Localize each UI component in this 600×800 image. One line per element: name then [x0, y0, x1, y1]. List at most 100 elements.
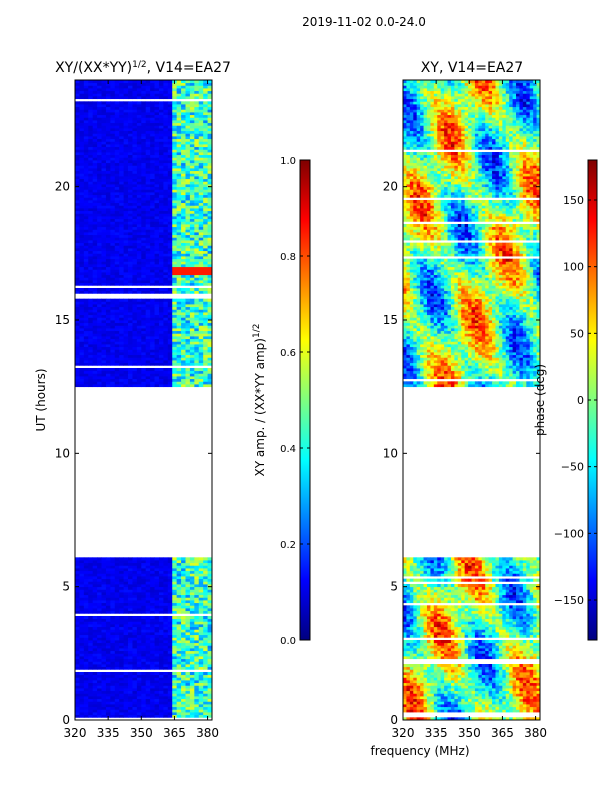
heatmap-cell [145, 573, 151, 577]
heatmap-cell [185, 229, 191, 233]
heatmap-cell [198, 640, 204, 644]
heatmap-cell [88, 330, 94, 334]
heatmap-cell [176, 264, 182, 268]
heatmap-cell [141, 376, 147, 380]
heatmap-cell [185, 381, 191, 385]
heatmap-cell [167, 370, 173, 374]
heatmap-cell [145, 226, 151, 230]
heatmap-cell [114, 557, 120, 561]
heatmap-cell [75, 592, 80, 596]
heatmap-cell [198, 306, 204, 310]
heatmap-cell [189, 696, 195, 700]
heatmap-cell [181, 634, 186, 638]
heatmap-cell [207, 714, 213, 718]
heatmap-cell [79, 130, 85, 134]
heatmap-cell [110, 101, 116, 105]
heatmap-cell [101, 610, 107, 614]
heatmap-cell [145, 109, 151, 113]
heatmap-cell [119, 109, 125, 113]
heatmap-cell [110, 573, 116, 577]
heatmap-cell [150, 197, 155, 201]
heatmap-cell [154, 186, 160, 190]
heatmap-cell [207, 208, 213, 212]
heatmap-cell [92, 658, 98, 662]
heatmap-cell [88, 138, 94, 142]
heatmap-cell [141, 701, 147, 705]
heatmap-cell [158, 570, 164, 574]
heatmap-cell [83, 592, 89, 596]
heatmap-cell [167, 248, 173, 252]
heatmap-cell [128, 378, 133, 382]
heatmap-cell [189, 354, 195, 358]
heatmap-cell [97, 138, 102, 142]
heatmap-cell [207, 173, 213, 177]
heatmap-cell [119, 194, 125, 198]
heatmap-cell [136, 216, 142, 220]
heatmap-cell [88, 672, 94, 676]
heatmap-cell [132, 122, 138, 126]
heatmap-cell [158, 328, 164, 332]
heatmap-cell [88, 256, 94, 260]
heatmap-cell [110, 333, 116, 337]
heatmap-cell [101, 189, 107, 193]
heatmap-cell [150, 130, 155, 134]
heatmap-cell [181, 138, 186, 142]
heatmap-cell [154, 218, 160, 222]
heatmap-cell [92, 346, 98, 350]
heatmap-cell [163, 306, 169, 310]
heatmap-cell [83, 594, 89, 598]
heatmap-cell [128, 130, 133, 134]
heatmap-cell [119, 354, 125, 358]
heatmap-cell [92, 381, 98, 385]
heatmap-cell [194, 157, 200, 161]
heatmap-cell [172, 136, 178, 140]
heatmap-cell [176, 136, 182, 140]
heatmap-cell [92, 370, 98, 374]
heatmap-cell [97, 192, 102, 196]
heatmap-cell [167, 213, 173, 217]
heatmap-cell [97, 141, 102, 145]
heatmap-cell [158, 120, 164, 124]
heatmap-cell [110, 642, 116, 646]
heatmap-cell [158, 264, 164, 268]
heatmap-cell [176, 192, 182, 196]
heatmap-cell [163, 714, 169, 718]
heatmap-cell [119, 282, 125, 286]
heatmap-cell [145, 600, 151, 604]
heatmap-cell [123, 368, 129, 372]
heatmap-cell [167, 672, 173, 676]
heatmap-cell [145, 248, 151, 252]
heatmap-cell [194, 205, 200, 209]
heatmap-cell [83, 290, 89, 294]
heatmap-cell [92, 138, 98, 142]
heatmap-cell [154, 653, 160, 657]
heatmap-cell [105, 706, 111, 710]
heatmap-cell [79, 109, 85, 113]
heatmap-cell [123, 104, 129, 108]
heatmap-cell [163, 144, 169, 148]
heatmap-cell [101, 384, 107, 388]
heatmap-cell [75, 642, 80, 646]
heatmap-cell [150, 173, 155, 177]
heatmap-cell [194, 317, 200, 321]
heatmap-cell [114, 656, 120, 660]
heatmap-cell [154, 328, 160, 332]
heatmap-cell [136, 245, 142, 249]
heatmap-cell [97, 592, 102, 596]
heatmap-cell [105, 125, 111, 129]
heatmap-cell [79, 210, 85, 214]
heatmap-cell [83, 138, 89, 142]
heatmap-cell [75, 181, 80, 185]
heatmap-cell [110, 373, 116, 377]
heatmap-cell [105, 666, 111, 670]
heatmap-cell [207, 133, 213, 137]
heatmap-cell [123, 168, 129, 172]
heatmap-cell [181, 664, 186, 668]
heatmap-cell [203, 101, 208, 105]
heatmap-cell [132, 322, 138, 326]
heatmap-cell [158, 237, 164, 241]
heatmap-cell [123, 696, 129, 700]
heatmap-cell [167, 360, 173, 364]
heatmap-cell [198, 557, 204, 561]
heatmap-cell [158, 373, 164, 377]
